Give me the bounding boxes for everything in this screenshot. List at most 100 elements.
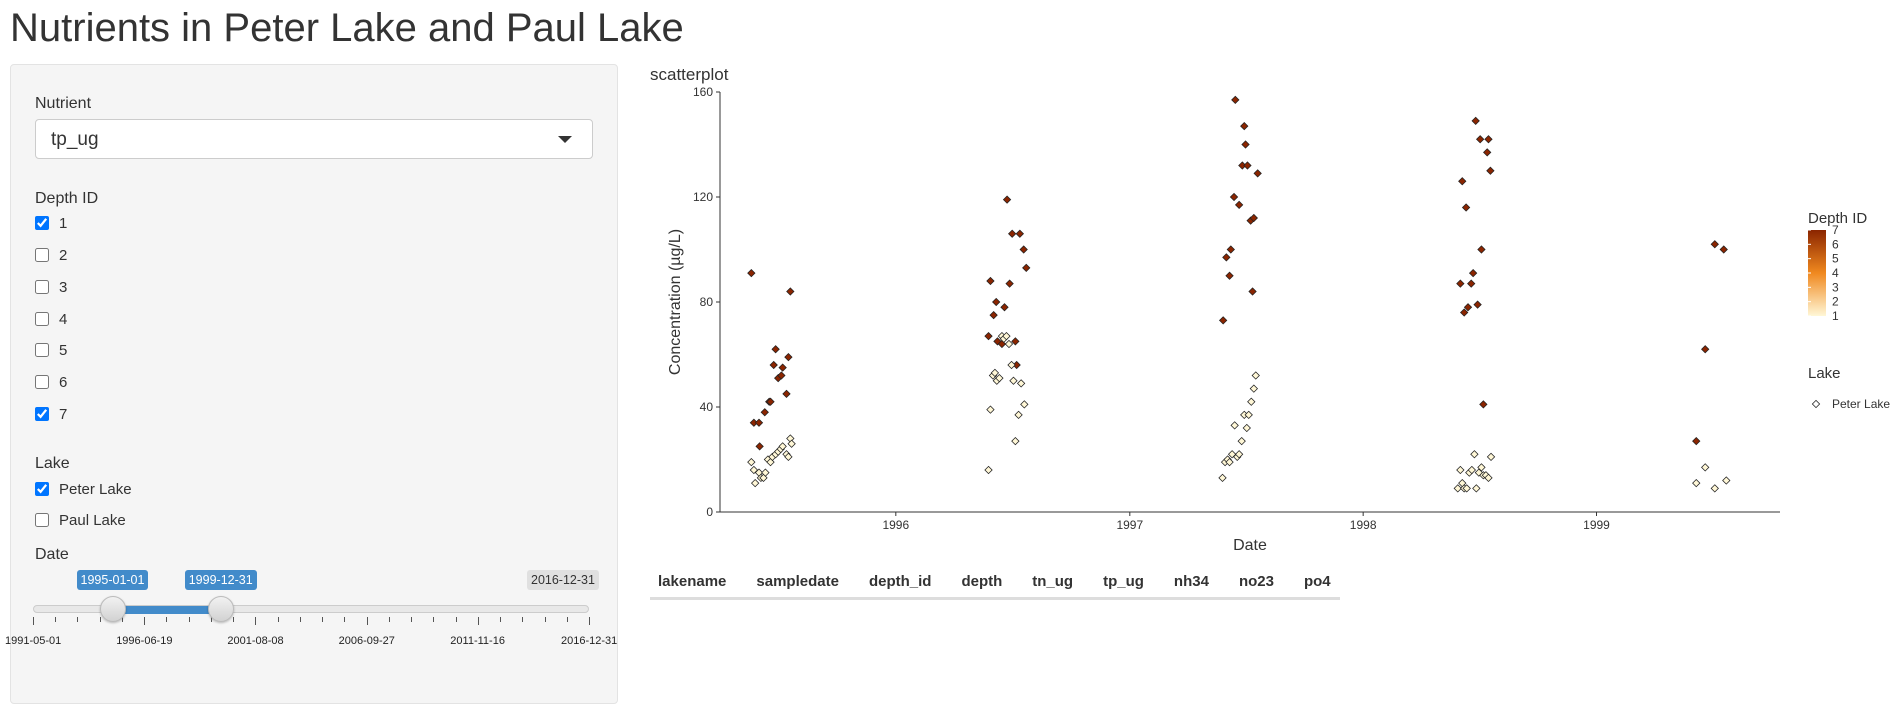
depth-1-point <box>750 478 760 488</box>
depth-7-point <box>1484 135 1493 144</box>
color-legend-label: 7 <box>1832 223 1839 237</box>
column-header[interactable]: tp_ug <box>1103 573 1144 590</box>
depth-checkbox-3[interactable] <box>35 280 49 294</box>
slider-tick <box>366 617 368 625</box>
slider-tick <box>166 617 168 622</box>
column-header[interactable]: depth <box>961 573 1003 590</box>
depth-7-point <box>1710 240 1719 249</box>
depth-option-3[interactable]: 3 <box>35 276 67 298</box>
depth-7-point <box>1719 245 1728 254</box>
lake-option-label: Peter Lake <box>59 480 132 498</box>
lake-checkbox-paul[interactable] <box>35 513 49 527</box>
depth-option-label: 7 <box>59 405 68 423</box>
depth-1-point <box>778 442 787 451</box>
slider-grid-label: 1991-05-01 <box>5 635 62 647</box>
depth-7-point <box>986 276 995 286</box>
depth-7-point <box>1015 229 1025 238</box>
depth-1-point <box>747 457 756 467</box>
depth-checkbox-7[interactable] <box>35 407 49 421</box>
depth-1-point <box>1011 436 1020 446</box>
caret-down-icon <box>558 136 572 143</box>
slider-to-badge: 1999-12-31 <box>184 570 257 590</box>
column-header[interactable]: sampledate <box>756 573 839 590</box>
depth-checkbox-4[interactable] <box>35 312 49 326</box>
slider-from-badge: 1995-01-01 <box>76 570 149 590</box>
depth-7-point <box>1249 213 1259 223</box>
depth-1-point <box>1009 376 1018 385</box>
depth-checkbox-6[interactable] <box>35 375 49 389</box>
column-header[interactable]: no23 <box>1238 573 1274 590</box>
depth-option-1[interactable]: 1 <box>35 212 67 234</box>
nutrient-select-value: tp_ug <box>51 129 99 150</box>
scatterplot: scatterplot 0 40 80 120 160 1996 1997 1998 1999 D… <box>650 65 1890 554</box>
depth-7-point <box>1002 195 1012 204</box>
depth-1-point <box>1002 331 1011 341</box>
depth-7-point <box>984 331 993 341</box>
date-range-slider[interactable]: 1995-01-01 1999-12-31 2016-12-31 1991-05… <box>5 570 617 680</box>
depth-option-7[interactable]: 7 <box>35 403 67 425</box>
depth-7-point <box>782 389 791 399</box>
slider-tick <box>144 617 146 625</box>
depth-id-label: Depth ID <box>35 190 99 207</box>
lake-checkbox-peter[interactable] <box>35 482 49 496</box>
depth-option-6[interactable]: 6 <box>35 371 67 393</box>
column-header[interactable]: depth_id <box>868 573 932 590</box>
depth-option-4[interactable]: 4 <box>35 308 67 330</box>
slider-tick <box>277 617 279 622</box>
depth-1-point <box>1470 450 1479 459</box>
slider-tick <box>299 617 301 622</box>
depth-7-point <box>1019 245 1028 254</box>
depth-7-point <box>1005 279 1014 288</box>
shape-legend-title: Lake <box>1808 365 1841 382</box>
depth-1-point <box>986 405 995 414</box>
depth-checkbox-5[interactable] <box>35 343 49 357</box>
depth-1-point <box>1230 421 1239 430</box>
depth-7-point <box>1692 436 1701 446</box>
depth-1-point <box>984 465 993 475</box>
x-tick-label: 1997 <box>1116 518 1143 532</box>
column-header[interactable]: lakename <box>658 573 727 590</box>
slider-tick <box>522 617 524 622</box>
depth-7-point <box>1008 229 1017 238</box>
color-legend-bar <box>1808 230 1826 316</box>
column-header[interactable]: po4 <box>1303 573 1331 590</box>
lake-option-paul[interactable]: Paul Lake <box>35 509 126 531</box>
depth-7-point <box>1022 263 1031 273</box>
depth-7-point <box>754 418 764 427</box>
slider-track[interactable] <box>33 605 589 613</box>
depth-1-point <box>1244 410 1253 420</box>
slider-tick <box>33 617 34 625</box>
depth-1-point <box>1016 379 1026 388</box>
plot-heading: scatterplot <box>650 65 729 84</box>
depth-1-point <box>1014 410 1023 420</box>
lake-option-peter[interactable]: Peter Lake <box>35 478 132 500</box>
slider-from-handle[interactable] <box>99 596 126 622</box>
y-tick-label: 120 <box>693 190 713 204</box>
depth-7-point <box>760 408 769 417</box>
slider-tick <box>455 617 457 622</box>
depth-option-5[interactable]: 5 <box>35 339 67 361</box>
x-tick-label: 1998 <box>1350 518 1377 532</box>
depth-option-2[interactable]: 2 <box>35 244 67 266</box>
depth-7-point <box>1461 203 1471 212</box>
slider-tick <box>255 617 257 625</box>
slider-to-handle[interactable] <box>207 596 234 622</box>
column-header[interactable]: nh34 <box>1173 573 1209 590</box>
slider-grid-label: 2001-08-08 <box>227 635 284 647</box>
depth-1-point <box>995 373 1004 383</box>
nutrient-select[interactable]: tp_ug <box>35 119 593 159</box>
slider-max-badge: 2016-12-31 <box>527 570 599 590</box>
depth-option-label: 1 <box>59 214 68 232</box>
slider-tick <box>121 617 123 622</box>
depth-7-point <box>1225 271 1234 280</box>
depth-7-point <box>1467 279 1476 288</box>
y-tick-label: 0 <box>706 505 713 519</box>
depth-7-point <box>769 360 778 370</box>
depth-checkbox-2[interactable] <box>35 248 49 262</box>
plot-area: 0 40 80 120 160 1996 1997 1998 1999 Date Concentra… <box>667 85 1780 554</box>
y-axis-title: Concentration (µg/L) <box>667 229 684 375</box>
slider-tick <box>477 617 479 625</box>
depth-7-point <box>1231 95 1240 105</box>
column-header[interactable]: tn_ug <box>1032 573 1074 590</box>
depth-checkbox-1[interactable] <box>35 216 49 230</box>
